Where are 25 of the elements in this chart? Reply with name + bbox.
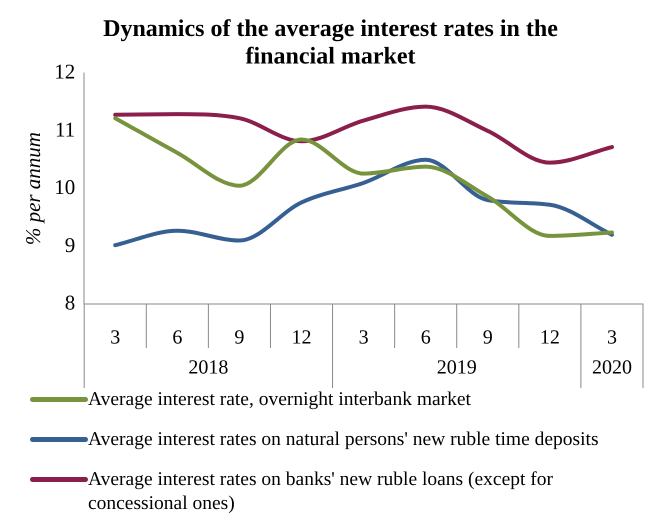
x-tick-label: 9 [482,326,493,348]
x-tick-label: 12 [540,326,560,348]
x-tick-label: 6 [420,326,431,348]
y-tick-label: 10 [54,175,76,200]
y-tick-label: 8 [64,290,76,315]
y-tick-label: 11 [54,117,76,142]
text: 2020 [592,356,632,378]
y-axis-title: % per annum [21,132,46,246]
x-tick-label: 3 [606,326,617,348]
line-series [113,158,614,248]
line-series [113,104,614,165]
legend-label: Average interest rate, overnight interbank market [88,388,471,412]
chart-title: Dynamics of the average interest rates in the financial market [103,16,558,70]
x-tick-label: 3 [358,326,369,348]
y-tick-label: 12 [54,60,76,84]
y-tick-label: 9 [64,232,76,257]
x-tick-label: 9 [234,326,244,348]
line-series [113,116,614,238]
x-tick-label: 3 [110,326,120,348]
text: 2019 [436,356,477,378]
x-tick-label: 6 [172,326,182,348]
legend-label: Average interest rates on banks' new ruble loans (except for concessional ones) [88,468,554,516]
text: 2018 [188,356,228,378]
legend-label: Average interest rates on natural persons' new ruble time deposits [88,428,599,452]
x-tick-label: 12 [292,326,312,348]
